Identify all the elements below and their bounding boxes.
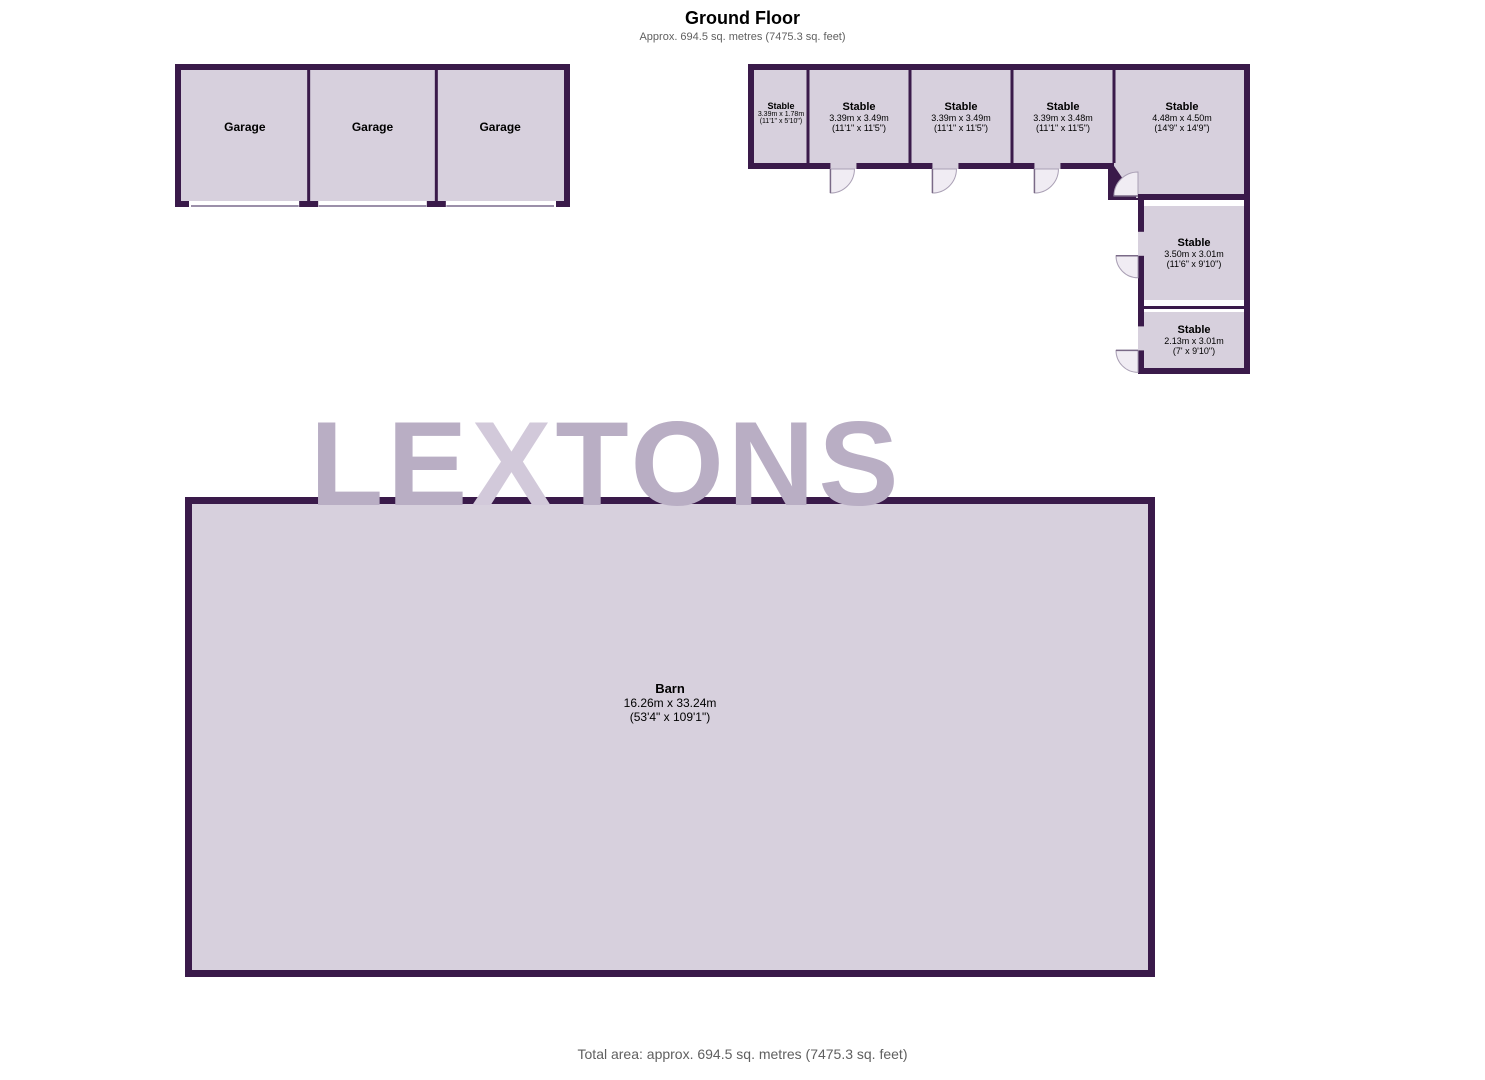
floor-plan [0,0,1485,1080]
footer-text: Total area: approx. 694.5 sq. metres (74… [0,1046,1485,1062]
